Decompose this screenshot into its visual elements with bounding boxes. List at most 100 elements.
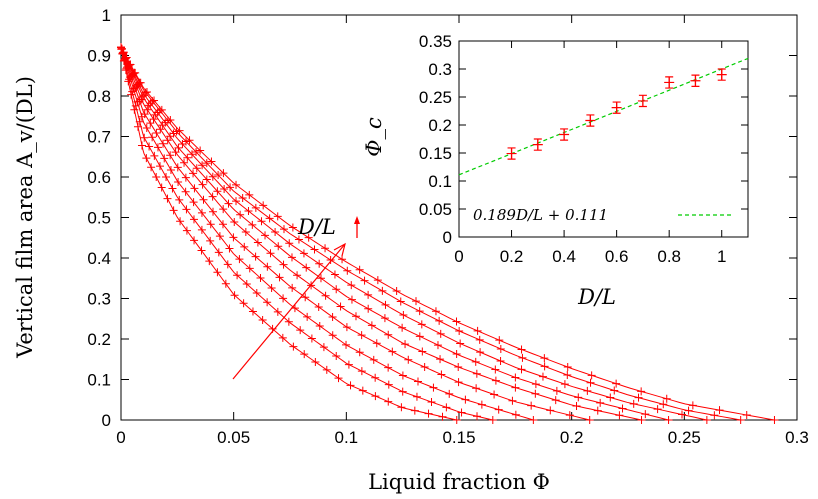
main-series-point xyxy=(410,406,419,415)
main-y-axis-label: Vertical film area A_v/(DL) xyxy=(13,76,37,359)
main-series-point xyxy=(427,398,436,407)
main-series-point xyxy=(218,220,227,229)
main-series-point xyxy=(384,330,393,339)
main-series-point xyxy=(347,295,356,304)
main-series-point xyxy=(190,236,199,245)
main-series-point xyxy=(664,416,673,424)
main-series-point xyxy=(398,371,407,380)
main-series-point xyxy=(302,263,311,272)
inset-data-point xyxy=(506,148,517,159)
main-series-point xyxy=(197,246,206,255)
main-series-point xyxy=(531,380,540,389)
main-series-point xyxy=(142,154,151,163)
main-series-point xyxy=(173,163,182,172)
inset-x-tick-label: 0.6 xyxy=(605,247,629,266)
main-series-point xyxy=(343,266,352,275)
main-series-point xyxy=(330,270,339,279)
main-series-point xyxy=(219,205,228,214)
main-series-point xyxy=(653,405,662,414)
main-series-point xyxy=(415,307,424,316)
main-series-point xyxy=(518,353,527,362)
main-series-point xyxy=(491,365,500,374)
main-series-point xyxy=(192,164,201,173)
main-series-point xyxy=(384,380,393,389)
main-series-point xyxy=(321,291,330,300)
inset-x-tick-label: 0.8 xyxy=(657,247,681,266)
main-series-point xyxy=(702,416,711,424)
main-series-point xyxy=(182,226,191,235)
main-series-point xyxy=(357,331,366,340)
main-series-point xyxy=(152,173,161,182)
main-series-point xyxy=(301,293,310,302)
main-series-point xyxy=(265,214,274,223)
main-series-point xyxy=(261,231,270,240)
main-series-line xyxy=(120,47,457,421)
main-series-point xyxy=(171,148,180,157)
main-series-point xyxy=(455,326,464,335)
main-series-point xyxy=(206,220,215,229)
main-series-line xyxy=(120,47,534,421)
main-series-point xyxy=(398,323,407,332)
main-series-point xyxy=(384,363,393,372)
inset-plot-frame xyxy=(458,40,749,238)
main-series-point xyxy=(215,232,224,241)
main-series-point xyxy=(251,252,260,261)
main-series-point xyxy=(310,245,319,254)
main-series-point xyxy=(399,311,408,320)
main-series-point xyxy=(332,352,341,361)
main-series-point xyxy=(332,285,341,294)
main-series-point xyxy=(346,381,355,390)
main-series-point xyxy=(117,44,126,53)
main-series-point xyxy=(436,329,445,338)
main-x-tick-label: 0.15 xyxy=(442,428,475,447)
main-series-point xyxy=(517,365,526,374)
main-series-point xyxy=(473,412,482,421)
main-x-axis-label: Liquid fraction Φ xyxy=(368,470,550,494)
main-series-point xyxy=(424,409,433,418)
inset-x-tick-label: 0.4 xyxy=(552,247,576,266)
main-series-point xyxy=(163,136,172,145)
main-series-point xyxy=(198,161,207,170)
main-series-point xyxy=(293,271,302,280)
inset-data-point xyxy=(716,69,727,80)
main-series-point xyxy=(612,379,621,388)
main-series-point xyxy=(146,119,155,128)
main-series-point xyxy=(710,411,719,420)
main-series-point xyxy=(476,348,485,357)
main-annotation-long-arrow xyxy=(232,243,346,380)
main-series-group xyxy=(117,43,779,424)
main-series-point xyxy=(257,217,266,226)
main-y-tick-label: 0.8 xyxy=(87,87,111,106)
main-series-point xyxy=(245,264,254,273)
main-series-point xyxy=(316,274,325,283)
main-series-line xyxy=(120,47,642,421)
main-series-point xyxy=(338,255,347,264)
main-series-point xyxy=(572,402,581,411)
main-series-point xyxy=(358,386,367,395)
main-series-point xyxy=(452,317,461,326)
main-series-point xyxy=(117,43,125,52)
main-series-point xyxy=(168,184,177,193)
main-series-point xyxy=(248,220,257,229)
main-series-point xyxy=(412,392,421,401)
main-series-point xyxy=(461,395,470,404)
main-series-point xyxy=(659,400,668,409)
inset-x-tick-label: 1 xyxy=(717,247,726,266)
inset-axis-ticks: 0 0.2 0.4 0.6 0.8 1 0 0.05 0.1 0.15 0.2 0.25 0.3 0.35 xyxy=(419,32,748,266)
main-series-point xyxy=(239,299,248,308)
main-series-point xyxy=(150,151,159,160)
main-series-point xyxy=(574,393,583,402)
main-series-point xyxy=(232,180,241,189)
main-series-point xyxy=(634,393,643,402)
inset-data-point xyxy=(690,75,701,86)
main-series-point xyxy=(185,136,194,145)
main-series-point xyxy=(315,259,324,268)
main-series-point xyxy=(334,374,343,383)
main-series-point xyxy=(364,290,373,299)
inset-x-tick-label: 0 xyxy=(454,247,463,266)
main-series-point xyxy=(278,333,287,342)
inset-y-tick-label: 0.25 xyxy=(419,88,452,107)
main-y-tick-label: 0.7 xyxy=(87,128,111,147)
main-series-point xyxy=(300,350,309,359)
